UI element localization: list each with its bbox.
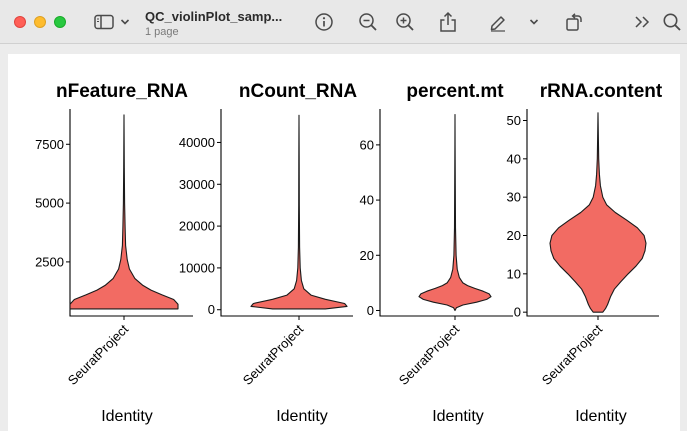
markup-pen-icon (490, 16, 505, 32)
violin-shape (69, 114, 179, 310)
panel-title: rRNA.content (540, 81, 663, 102)
document-canvas[interactable]: nFeature_RNA 2500 5000 7500 SeuratProject Ide… (0, 44, 687, 431)
document-title: QC_violinPlot_samp... (145, 9, 283, 24)
search-button[interactable] (660, 8, 684, 36)
y-tick-label: 30 (507, 190, 521, 205)
chevron-down-icon (120, 19, 130, 25)
zoom-out-icon (359, 13, 377, 31)
panel-title: percent.mt (406, 81, 504, 102)
violin-shape (549, 112, 647, 313)
sidebar-toggle-button[interactable] (92, 8, 116, 36)
document-page-count: 1 page (145, 26, 179, 38)
close-window-button[interactable] (14, 16, 26, 28)
y-tick-label: 20000 (179, 219, 215, 234)
y-tick-label: 40 (360, 193, 374, 208)
zoom-in-icon (396, 13, 414, 31)
y-tick-label: 40 (507, 151, 521, 166)
zoom-in-button[interactable] (393, 8, 417, 36)
chevron-down-icon (529, 19, 539, 25)
y-tick-label: 40000 (179, 135, 215, 150)
violin-plot-figure: nFeature_RNA250050007500SeuratProjectIde… (35, 81, 663, 425)
y-tick-label: 60 (360, 137, 374, 152)
y-tick-label: 20 (507, 228, 521, 243)
y-tick-label: 30000 (179, 177, 215, 192)
rotate-icon (566, 13, 582, 31)
zoom-out-button[interactable] (356, 8, 380, 36)
x-category-label: SeuratProject (396, 321, 463, 388)
window-toolbar: QC_violinPlot_samp... 1 page (0, 0, 687, 44)
search-icon (663, 13, 681, 31)
x-category-label: SeuratProject (65, 321, 132, 388)
y-tick-label: 50 (507, 113, 521, 128)
share-button[interactable] (436, 8, 460, 36)
y-tick-label: 20 (360, 248, 374, 263)
y-tick-label: 0 (514, 305, 521, 320)
more-tools-button[interactable] (630, 8, 654, 36)
zoom-window-button[interactable] (54, 16, 66, 28)
y-tick-label: 7500 (35, 137, 64, 152)
sidebar-icon (94, 14, 114, 30)
share-icon (440, 11, 456, 32)
pdf-page: nFeature_RNA 2500 5000 7500 SeuratProject Ide… (8, 54, 680, 431)
y-tick-label: 2500 (35, 254, 64, 269)
markup-menu-button[interactable] (527, 8, 541, 36)
y-tick-label: 0 (208, 302, 215, 317)
panel-title: nFeature_RNA (56, 81, 188, 102)
violin-shape (418, 113, 492, 312)
markup-button[interactable] (486, 8, 510, 36)
y-tick-label: 10000 (179, 260, 215, 275)
y-tick-label: 0 (367, 303, 374, 318)
minimize-window-button[interactable] (34, 16, 46, 28)
y-tick-label: 5000 (35, 196, 64, 211)
x-axis-label: Identity (276, 408, 328, 425)
violin-shape (250, 114, 348, 310)
x-axis-label: Identity (575, 408, 627, 425)
y-tick-label: 10 (507, 266, 521, 281)
info-icon (315, 13, 333, 31)
x-axis-label: Identity (101, 408, 153, 425)
x-category-label: SeuratProject (240, 321, 307, 388)
info-button[interactable] (312, 8, 336, 36)
x-axis-label: Identity (432, 408, 484, 425)
more-icon (635, 16, 650, 28)
sidebar-menu-button[interactable] (118, 8, 132, 36)
x-category-label: SeuratProject (539, 321, 606, 388)
panel-title: nCount_RNA (239, 81, 357, 102)
rotate-button[interactable] (562, 8, 586, 36)
